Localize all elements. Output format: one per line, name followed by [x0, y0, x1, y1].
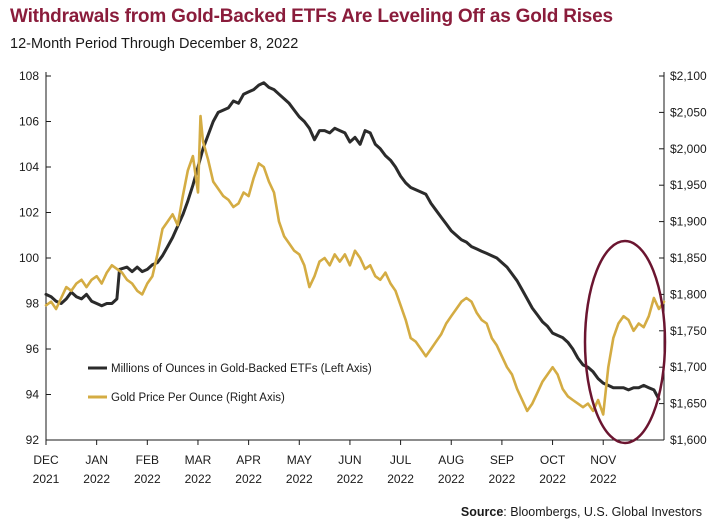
series-gold-line	[44, 114, 666, 416]
series-etf-line	[44, 81, 661, 401]
x-tick-year: 2022	[235, 472, 262, 486]
right-tick-label: $2,000	[670, 142, 707, 156]
left-tick-label: 106	[19, 115, 39, 129]
right-tick-label: $1,850	[670, 251, 707, 265]
left-axis-ticks: 92 94 96 98 100 102 104 106 108	[19, 69, 51, 447]
legend: Millions of Ounces in Gold-Backed ETFs (…	[88, 363, 372, 404]
x-axis-ticks: DEC 2021 JAN 2022 FEB 2022 MAR 2022 APR 2022 MAY 20…	[33, 440, 617, 486]
x-tick-month: NOV	[590, 453, 616, 467]
x-tick-month: JUL	[390, 453, 412, 467]
x-tick-year: 2022	[83, 472, 110, 486]
x-tick-year: 2021	[33, 472, 60, 486]
x-tick-year: 2022	[387, 472, 414, 486]
right-tick-label: $2,100	[670, 69, 707, 83]
x-tick-month: APR	[236, 453, 261, 467]
x-tick-month: JUN	[338, 453, 361, 467]
x-tick-year: 2022	[286, 472, 313, 486]
left-tick-label: 104	[19, 160, 39, 174]
right-tick-label: $1,750	[670, 324, 707, 338]
x-tick-month: SEP	[490, 453, 514, 467]
left-tick-label: 96	[26, 342, 40, 356]
left-tick-label: 98	[26, 297, 40, 311]
x-tick-year: 2022	[134, 472, 161, 486]
left-tick-label: 108	[19, 69, 39, 83]
x-tick-month: DEC	[33, 453, 59, 467]
legend-etf-label: Millions of Ounces in Gold-Backed ETFs (…	[111, 363, 372, 375]
chart-title: Withdrawals from Gold-Backed ETFs Are Le…	[10, 6, 613, 27]
left-tick-label: 100	[19, 251, 39, 265]
right-tick-label: $1,800	[670, 287, 707, 301]
chart-subtitle: 12-Month Period Through December 8, 2022	[10, 36, 299, 52]
right-tick-label: $1,900	[670, 215, 707, 229]
right-tick-label: $1,600	[670, 433, 707, 447]
x-tick-year: 2022	[337, 472, 364, 486]
left-tick-label: 94	[26, 388, 40, 402]
x-tick-month: AUG	[438, 453, 464, 467]
x-tick-month: JAN	[85, 453, 108, 467]
source-note: Source: Bloombergs, U.S. Global Investor…	[461, 505, 702, 519]
x-tick-year: 2022	[489, 472, 516, 486]
source-text: : Bloombergs, U.S. Global Investors	[503, 505, 702, 519]
x-tick-year: 2022	[185, 472, 212, 486]
left-tick-label: 92	[26, 433, 40, 447]
x-tick-year: 2022	[438, 472, 465, 486]
right-tick-label: $1,950	[670, 178, 707, 192]
x-tick-month: MAY	[287, 453, 312, 467]
right-axis-ticks: $1,600 $1,650 $1,700 $1,750 $1,800 $1,850 $1,9…	[659, 69, 707, 447]
right-tick-label: $1,700	[670, 360, 707, 374]
x-tick-month: OCT	[540, 453, 566, 467]
plot-frame	[45, 72, 665, 441]
x-tick-month: FEB	[136, 453, 159, 467]
right-tick-label: $2,050	[670, 105, 707, 119]
x-tick-year: 2022	[590, 472, 617, 486]
highlight-circle	[583, 239, 667, 445]
left-tick-label: 102	[19, 206, 39, 220]
right-tick-label: $1,650	[670, 397, 707, 411]
x-tick-year: 2022	[539, 472, 566, 486]
x-tick-month: MAR	[185, 453, 212, 467]
source-label: Source	[460, 505, 504, 519]
legend-gold-label: Gold Price Per Ounce (Right Axis)	[111, 392, 285, 404]
